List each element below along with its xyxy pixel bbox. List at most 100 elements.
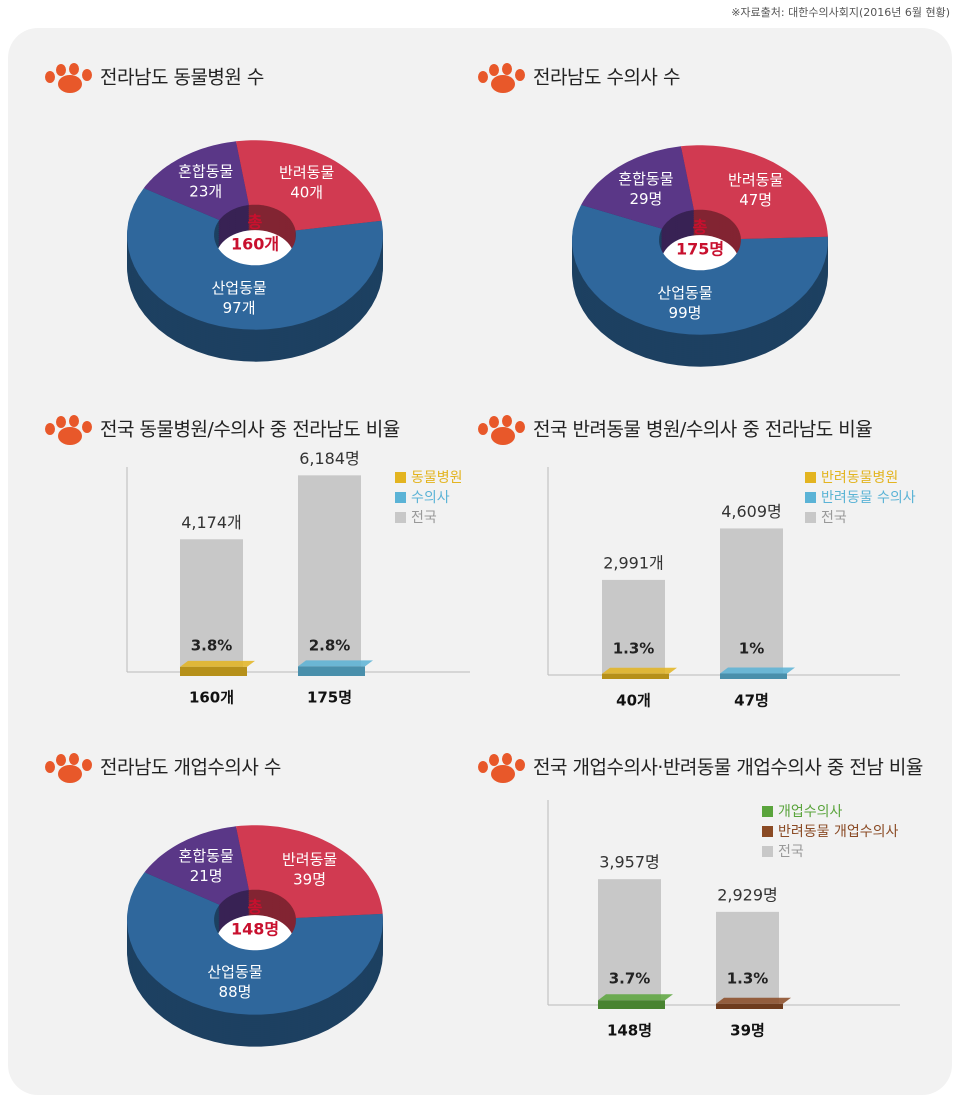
slice — [235, 825, 383, 918]
legend-label: 반려동물 개업수의사 — [778, 824, 898, 840]
paw-icon — [69, 415, 79, 427]
slice-value-label: 47명 — [739, 191, 772, 209]
share-label: 1% — [739, 640, 764, 658]
slice-value-label: 97개 — [223, 299, 256, 317]
paw-icon — [45, 423, 55, 435]
local-bar — [180, 666, 247, 676]
slice-value-label: 39명 — [293, 870, 326, 888]
slice-label: 산업동물 — [211, 279, 266, 297]
slice-label: 반려동물 — [282, 850, 337, 868]
legend-label: 수의사 — [411, 490, 450, 506]
center-title: 총 — [248, 898, 263, 917]
legend-swatch — [762, 846, 773, 857]
paw-icon — [69, 63, 79, 75]
legend-swatch — [805, 492, 816, 503]
paw-icon — [58, 75, 82, 93]
paw-icon — [45, 71, 55, 83]
total-bar — [602, 579, 665, 675]
legend-swatch — [805, 512, 816, 523]
source-note: ※자료출처: 대한수의사회지(2016년 6월 현황) — [731, 6, 950, 19]
center-label: 148명 — [231, 920, 279, 939]
panel-title: 전라남도 개업수의사 수 — [100, 757, 281, 779]
local-bar — [716, 1003, 783, 1009]
slice-value-label: 88명 — [219, 983, 252, 1001]
paw-icon — [502, 415, 512, 427]
legend-label: 동물병원 — [411, 470, 463, 486]
paw-icon — [491, 765, 515, 783]
paw-icon — [489, 416, 499, 428]
slice — [144, 826, 249, 905]
total-label: 4,174개 — [181, 513, 242, 532]
paw-icon — [515, 421, 525, 433]
legend-swatch — [762, 806, 773, 817]
paw-icon — [515, 69, 525, 81]
legend-swatch — [395, 512, 406, 523]
slice — [127, 872, 383, 1015]
legend-label: 개업수의사 — [778, 804, 843, 820]
slice-label: 반려동물 — [728, 171, 783, 189]
center-title: 총 — [693, 218, 708, 237]
slice-value-label: 23개 — [189, 182, 222, 200]
panel-title: 전국 동물병원/수의사 중 전라남도 비율 — [100, 419, 400, 441]
total-bar — [598, 879, 661, 1005]
paw-icon — [82, 69, 92, 81]
paw-icon — [489, 64, 499, 76]
local-bar — [602, 673, 669, 679]
total-bar — [298, 475, 361, 672]
slab-top — [598, 994, 673, 1001]
paw-icon — [56, 416, 66, 428]
total-label: 2,929명 — [717, 885, 778, 904]
legend-label: 전국 — [411, 510, 437, 526]
value-label: 40개 — [616, 692, 651, 710]
value-label: 47명 — [734, 692, 769, 710]
paw-icon — [56, 754, 66, 766]
panel-title: 전국 반려동물 병원/수의사 중 전라남도 비율 — [533, 419, 872, 441]
share-label: 3.7% — [609, 970, 651, 988]
slice — [127, 188, 383, 330]
slice — [143, 141, 249, 220]
legend-swatch — [805, 472, 816, 483]
paw-icon — [82, 421, 92, 433]
paw-icon — [478, 761, 488, 773]
value-label: 148명 — [607, 1022, 652, 1040]
legend-label: 전국 — [778, 844, 804, 860]
share-label: 1.3% — [727, 970, 769, 988]
value-label: 160개 — [189, 689, 234, 707]
slice-value-label: 99명 — [669, 304, 702, 322]
paw-icon — [502, 753, 512, 765]
local-bar — [720, 673, 787, 679]
paw-icon — [478, 71, 488, 83]
slice — [680, 145, 828, 239]
slice-label: 반려동물 — [279, 164, 334, 182]
center-label: 160개 — [231, 235, 279, 254]
slab-top — [716, 997, 791, 1004]
paw-icon — [515, 759, 525, 771]
total-label: 6,184명 — [299, 449, 360, 468]
total-label: 4,609명 — [721, 502, 782, 521]
slab-top — [180, 660, 255, 667]
legend-swatch — [762, 826, 773, 837]
panel-title: 전라남도 수의사 수 — [533, 67, 680, 89]
slice-label: 혼합동물 — [178, 162, 233, 180]
paw-icon — [489, 754, 499, 766]
value-label: 175명 — [307, 689, 352, 707]
slice-label: 혼합동물 — [618, 170, 673, 188]
slab-top — [720, 667, 795, 674]
total-bar — [720, 528, 783, 675]
paw-icon — [58, 765, 82, 783]
legend-swatch — [395, 492, 406, 503]
slab-top — [602, 667, 677, 674]
slice — [581, 146, 694, 229]
slice-label: 산업동물 — [657, 284, 712, 302]
slice — [235, 140, 382, 231]
slice-value-label: 29명 — [629, 190, 662, 208]
paw-icon — [478, 423, 488, 435]
paw-icon — [491, 75, 515, 93]
legend-label: 반려동물 수의사 — [821, 490, 916, 506]
paw-icon — [56, 64, 66, 76]
slice-label: 혼합동물 — [179, 847, 234, 865]
panel-title: 전국 개업수의사·반려동물 개업수의사 중 전남 비율 — [533, 757, 923, 779]
share-label: 3.8% — [191, 637, 233, 655]
total-bar — [716, 911, 779, 1005]
legend-label: 반려동물병원 — [821, 470, 898, 486]
